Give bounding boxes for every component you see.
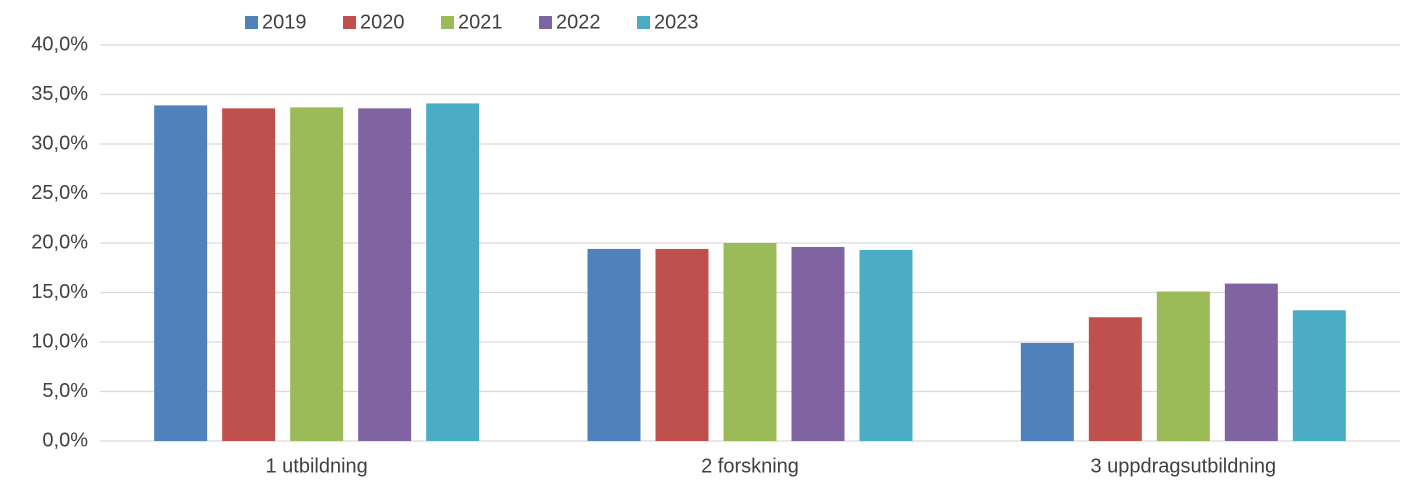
y-tick-label: 0,0% (42, 429, 88, 451)
legend-swatch (245, 16, 258, 29)
bar (426, 103, 480, 441)
legend-swatch (343, 16, 356, 29)
bar (1156, 291, 1210, 441)
legend-swatch (539, 16, 552, 29)
y-tick-label: 40,0% (31, 33, 88, 55)
bar (587, 248, 641, 441)
bar (290, 107, 344, 442)
bar (1020, 342, 1074, 441)
legend-label: 2022 (556, 11, 601, 33)
legend-label: 2019 (262, 11, 307, 33)
legend-label: 2021 (458, 11, 503, 33)
x-tick-label: 3 uppdragsutbildning (1090, 455, 1276, 477)
bar (1088, 317, 1142, 441)
bar (1292, 310, 1346, 441)
y-tick-label: 10,0% (31, 330, 88, 352)
bar (723, 243, 777, 441)
x-tick-label: 1 utbildning (266, 455, 368, 477)
legend-swatch (441, 16, 454, 29)
bar (791, 246, 845, 441)
bar (655, 248, 709, 441)
bar (154, 105, 208, 441)
y-tick-label: 25,0% (31, 182, 88, 204)
bar (1224, 283, 1278, 441)
y-tick-label: 20,0% (31, 231, 88, 253)
y-tick-label: 15,0% (31, 281, 88, 303)
legend-label: 2023 (654, 11, 699, 33)
bar (222, 108, 276, 442)
y-tick-label: 30,0% (31, 132, 88, 154)
y-tick-label: 5,0% (42, 380, 88, 402)
bar (358, 108, 412, 442)
legend-label: 2020 (360, 11, 405, 33)
y-tick-label: 35,0% (31, 83, 88, 105)
x-tick-label: 2 forskning (701, 455, 799, 477)
legend-swatch (637, 16, 650, 29)
bar (859, 249, 913, 441)
